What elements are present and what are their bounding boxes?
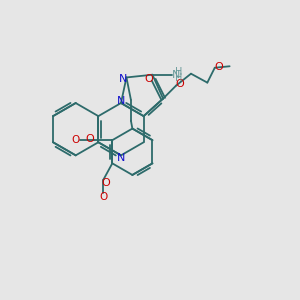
Text: N: N [117, 153, 125, 163]
Text: O: O [214, 61, 223, 72]
Text: O: O [99, 192, 107, 202]
Text: N: N [117, 96, 125, 106]
Text: H: H [175, 73, 182, 83]
Text: O: O [71, 135, 80, 145]
Text: O: O [144, 74, 153, 83]
Text: O: O [101, 178, 110, 188]
Text: O: O [85, 134, 94, 144]
Text: N: N [119, 74, 127, 84]
Text: N: N [172, 70, 180, 80]
Text: O: O [176, 79, 184, 89]
Text: H: H [175, 67, 182, 77]
